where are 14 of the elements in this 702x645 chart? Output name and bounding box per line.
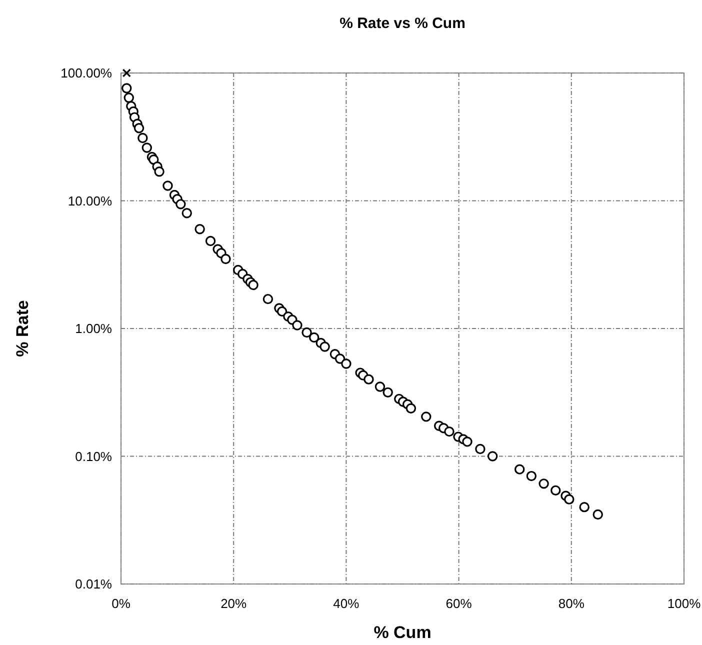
x-tick-label: 0% — [112, 596, 131, 611]
x-tick-label: 80% — [558, 596, 585, 611]
x-axis-title: % Cum — [374, 623, 432, 642]
y-tick-label: 100.00% — [60, 66, 112, 81]
y-tick-label: 10.00% — [68, 193, 112, 208]
y-axis-title: % Rate — [13, 300, 32, 357]
x-tick-label: 100% — [667, 596, 702, 611]
y-tick-label: 0.10% — [75, 448, 112, 464]
x-tick-label: 20% — [220, 596, 248, 611]
y-tick-label: 0.01% — [75, 576, 112, 592]
chart-title: % Rate vs % Cum — [340, 15, 466, 32]
x-tick-label: 40% — [333, 596, 360, 611]
y-tick-label: 1.00% — [75, 321, 112, 336]
x-tick-label: 60% — [446, 596, 472, 611]
